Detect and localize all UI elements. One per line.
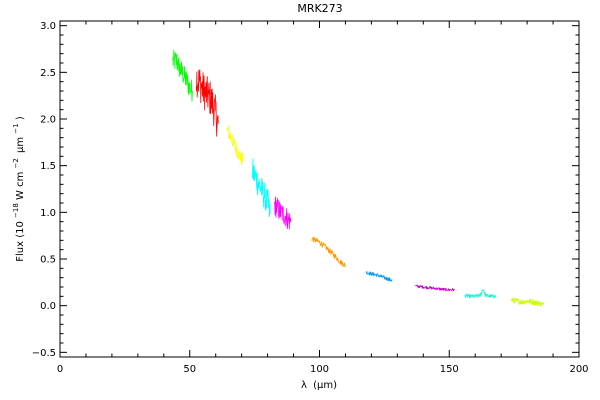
y-axis-label-exp2: −2 xyxy=(12,158,20,168)
spectrum-segment-6 xyxy=(311,236,346,268)
y-tick-label: 0.0 xyxy=(40,301,56,312)
chart-title: MRK273 xyxy=(297,2,342,15)
spectrum-segment-9 xyxy=(464,289,497,299)
spectrum-segment-3 xyxy=(226,125,244,166)
spectrum-segment-4 xyxy=(251,158,271,218)
y-axis-label-prefix: Flux (10 xyxy=(15,221,26,262)
y-axis-label: Flux (10 −18 W cm −2 μm −1 ) xyxy=(10,116,26,262)
y-axis-label-mu: μm xyxy=(15,137,26,153)
x-axis-symbol: λ xyxy=(301,380,307,391)
y-tick-labels: −0.5 0.0 0.5 1.0 1.5 2.0 2.5 3.0 xyxy=(32,21,56,359)
axis-ticks xyxy=(59,21,580,357)
y-axis-label-units: W cm xyxy=(15,172,26,200)
y-tick-label: −0.5 xyxy=(32,348,56,359)
x-axis-unit: (μm) xyxy=(313,380,337,391)
y-axis-label-exp3: −1 xyxy=(12,123,20,133)
spectrum-segment-8 xyxy=(415,284,455,292)
y-tick-label: 1.0 xyxy=(40,208,56,219)
spectrum-segment-10 xyxy=(511,297,545,307)
y-tick-label: 0.5 xyxy=(40,255,56,266)
x-tick-label: 200 xyxy=(569,364,588,375)
spectrum-segment-1 xyxy=(172,49,193,102)
spectrum-series xyxy=(172,49,545,307)
spectrum-segment-7 xyxy=(365,270,393,282)
plot-frame xyxy=(59,20,580,358)
y-tick-label: 2.0 xyxy=(40,115,56,126)
spectrum-segment-2 xyxy=(195,69,219,137)
x-tick-labels: 0 50 100 150 200 xyxy=(57,364,589,375)
y-tick-label: 2.5 xyxy=(40,68,56,79)
x-tick-label: 150 xyxy=(440,364,459,375)
y-tick-label: 3.0 xyxy=(40,21,56,32)
y-axis-label-close: ) xyxy=(15,116,26,120)
x-tick-label: 50 xyxy=(183,364,196,375)
x-tick-label: 0 xyxy=(57,364,63,375)
y-axis-label-exp1: −18 xyxy=(12,203,20,218)
x-axis-label: λ (μm) xyxy=(301,380,337,391)
y-tick-label: 1.5 xyxy=(40,161,56,172)
spectrum-segment-5 xyxy=(273,196,292,230)
x-tick-label: 100 xyxy=(310,364,329,375)
